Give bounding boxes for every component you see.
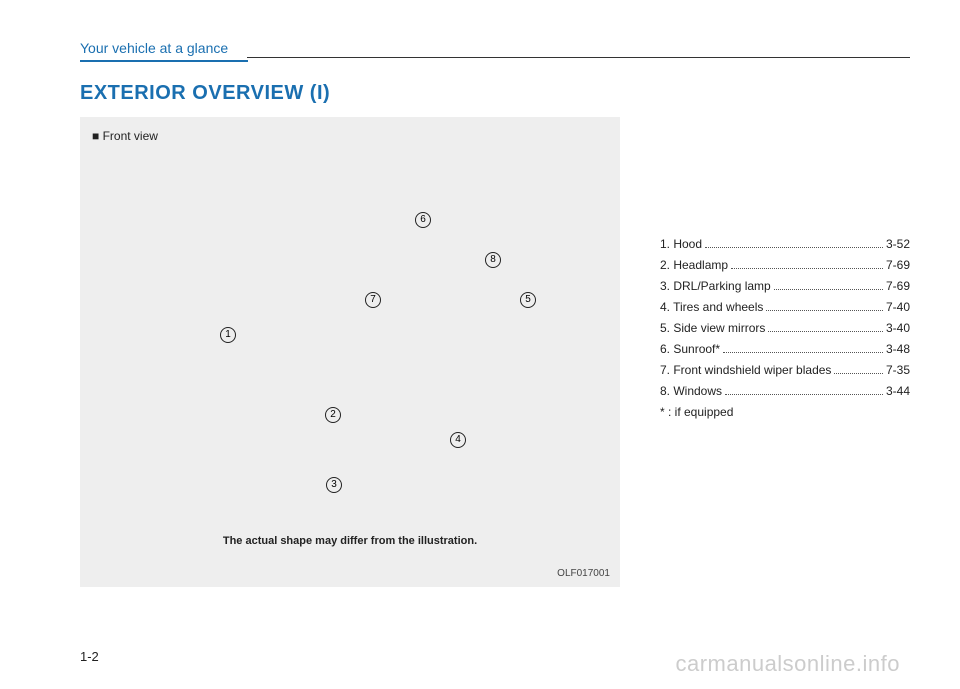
manual-page: Your vehicle at a glance EXTERIOR OVERVI… [0, 0, 960, 689]
list-item-label: 6. Sunroof* [660, 342, 720, 356]
figure-code: OLF017001 [557, 568, 610, 579]
list-item: 4. Tires and wheels 7-40 [660, 300, 910, 314]
list-item-label: 7. Front windshield wiper blades [660, 363, 831, 377]
content-row: ■ Front view The actual shape may differ… [80, 117, 910, 587]
section-title: Your vehicle at a glance [80, 40, 248, 62]
callout-1: 1 [220, 327, 236, 343]
list-item-label: 5. Side view mirrors [660, 321, 765, 335]
watermark: carmanualsonline.info [675, 651, 900, 677]
list-item-label: 1. Hood [660, 237, 702, 251]
list-item-page: 7-69 [886, 279, 910, 293]
callout-7: 7 [365, 292, 381, 308]
callout-2: 2 [325, 407, 341, 423]
list-item-page: 7-69 [886, 258, 910, 272]
list-item: 5. Side view mirrors 3-40 [660, 321, 910, 335]
list-item: 1. Hood 3-52 [660, 237, 910, 251]
figure-caption: The actual shape may differ from the ill… [80, 535, 620, 547]
list-item-label: 2. Headlamp [660, 258, 728, 272]
list-item-label: 8. Windows [660, 384, 722, 398]
parts-list: 1. Hood 3-522. Headlamp 7-693. DRL/Parki… [660, 117, 910, 587]
callout-4: 4 [450, 432, 466, 448]
list-item-page: 3-40 [886, 321, 910, 335]
view-label: ■ Front view [92, 129, 608, 143]
leader-dots [725, 394, 883, 395]
list-item-page: 3-44 [886, 384, 910, 398]
list-item: 7. Front windshield wiper blades 7-35 [660, 363, 910, 377]
list-item-page: 3-48 [886, 342, 910, 356]
page-title: EXTERIOR OVERVIEW (I) [80, 82, 910, 105]
list-item-page: 7-40 [886, 300, 910, 314]
list-item-label: 3. DRL/Parking lamp [660, 279, 771, 293]
figure-box: ■ Front view The actual shape may differ… [80, 117, 620, 587]
callout-3: 3 [326, 477, 342, 493]
list-item-label: 4. Tires and wheels [660, 300, 763, 314]
leader-dots [731, 268, 883, 269]
page-number: 1-2 [80, 649, 99, 664]
section-rule [247, 57, 910, 58]
callout-5: 5 [520, 292, 536, 308]
leader-dots [766, 310, 883, 311]
leader-dots [834, 373, 883, 374]
leader-dots [705, 247, 883, 248]
leader-dots [774, 289, 883, 290]
list-item: 3. DRL/Parking lamp 7-69 [660, 279, 910, 293]
list-item: 2. Headlamp 7-69 [660, 258, 910, 272]
callout-8: 8 [485, 252, 501, 268]
leader-dots [768, 331, 883, 332]
leader-dots [723, 352, 883, 353]
callout-6: 6 [415, 212, 431, 228]
list-item-page: 3-52 [886, 237, 910, 251]
list-item: 8. Windows 3-44 [660, 384, 910, 398]
list-item-page: 7-35 [886, 363, 910, 377]
list-item: 6. Sunroof* 3-48 [660, 342, 910, 356]
section-header: Your vehicle at a glance [80, 40, 910, 62]
footnote: * : if equipped [660, 405, 910, 419]
